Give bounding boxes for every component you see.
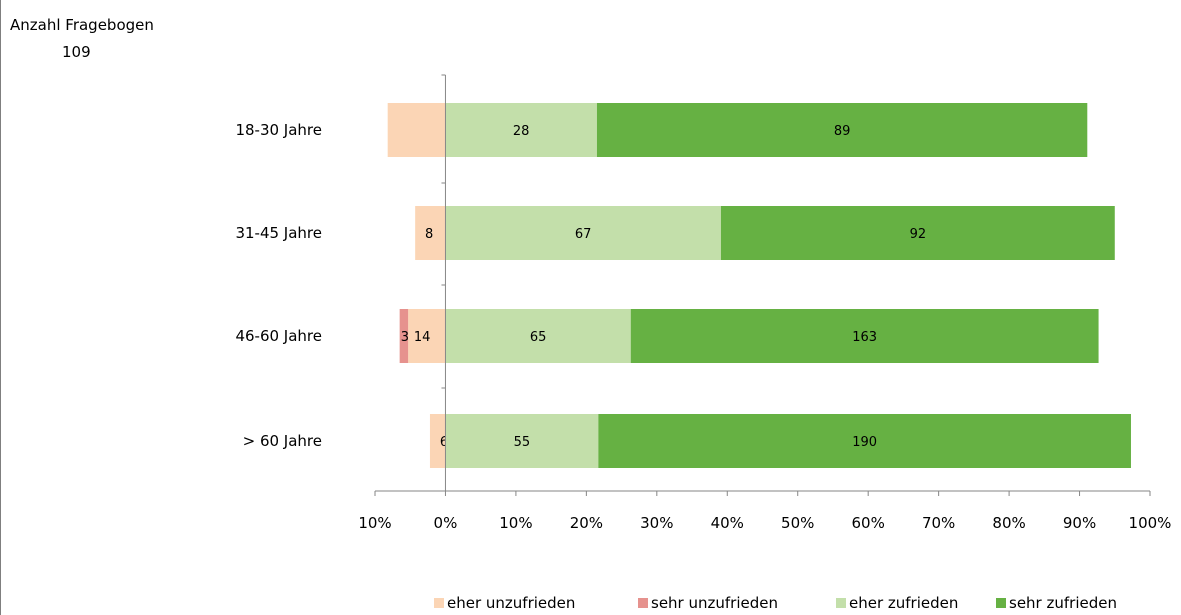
value-axis-label-6: 40% <box>711 514 744 532</box>
legend-item-2: sehr unzufrieden <box>638 594 778 612</box>
data-label-1-row-4: 6 <box>440 435 448 450</box>
bar-segment-3-row-4 <box>445 414 599 468</box>
legend-swatch-2 <box>638 598 648 608</box>
legend-item-4: sehr zufrieden <box>996 594 1117 612</box>
data-label-1-row-2: 8 <box>425 227 433 242</box>
legend-swatch-4 <box>996 598 1006 608</box>
legend-swatch-1 <box>434 598 444 608</box>
bar-segment-4-row-1 <box>596 103 1088 157</box>
value-axis-label-12: 100% <box>1129 514 1172 532</box>
data-label-4-row-4: 190 <box>852 435 877 450</box>
data-label-1-row-3: 14 <box>414 330 431 345</box>
bar-segment-3-row-3 <box>445 309 631 363</box>
value-axis-label-1: 10% <box>358 514 391 532</box>
bar-segment-2-row-3 <box>399 309 409 363</box>
bar-segment-1-row-2 <box>415 206 446 260</box>
bar-segment-3-row-2 <box>445 206 721 260</box>
value-axis-label-4: 20% <box>570 514 603 532</box>
value-axis-label-7: 50% <box>781 514 814 532</box>
bar-segment-1-row-4 <box>429 414 446 468</box>
category-label-3: 46-60 Jahre <box>235 327 322 345</box>
data-label-3-row-3: 65 <box>530 330 547 345</box>
legend-item-3: eher zufrieden <box>836 594 958 612</box>
category-label-1: 18-30 Jahre <box>235 121 322 139</box>
category-label-4: > 60 Jahre <box>243 432 322 450</box>
data-label-3-row-4: 55 <box>514 435 531 450</box>
bar-segment-4-row-2 <box>720 206 1115 260</box>
data-label-3-row-1: 28 <box>513 124 530 139</box>
legend: eher unzufrieden sehr unzufrieden eher zuf… <box>0 594 1181 615</box>
value-axis-label-8: 60% <box>852 514 885 532</box>
legend-label-4: sehr zufrieden <box>1009 594 1117 612</box>
value-axis-label-10: 80% <box>992 514 1025 532</box>
legend-item-1: eher unzufrieden <box>434 594 575 612</box>
value-axis-label-5: 30% <box>640 514 673 532</box>
bar-segment-1-row-3 <box>408 309 446 363</box>
value-axis-label-9: 70% <box>922 514 955 532</box>
data-label-4-row-3: 163 <box>852 330 877 345</box>
bar-segment-4-row-4 <box>598 414 1131 468</box>
value-axis-label-3: 10% <box>499 514 532 532</box>
value-axis-label-2: 0% <box>434 514 458 532</box>
data-label-3-row-2: 67 <box>575 227 592 242</box>
value-axis-label-11: 90% <box>1063 514 1096 532</box>
chart-title: Anzahl Fragebogen <box>10 16 154 34</box>
bar-segment-4-row-3 <box>630 309 1099 363</box>
legend-swatch-3 <box>836 598 846 608</box>
data-label-2-row-3: 3 <box>401 330 409 345</box>
bar-segment-3-row-1 <box>445 103 597 157</box>
data-label-4-row-1: 89 <box>834 124 851 139</box>
legend-label-3: eher zufrieden <box>849 594 959 612</box>
questionnaire-count: 109 <box>62 43 91 61</box>
legend-label-1: eher unzufrieden <box>447 594 576 612</box>
legend-label-2: sehr unzufrieden <box>651 594 778 612</box>
category-label-2: 31-45 Jahre <box>235 224 322 242</box>
data-label-4-row-2: 92 <box>910 227 927 242</box>
bar-segment-1-row-1 <box>387 103 446 157</box>
